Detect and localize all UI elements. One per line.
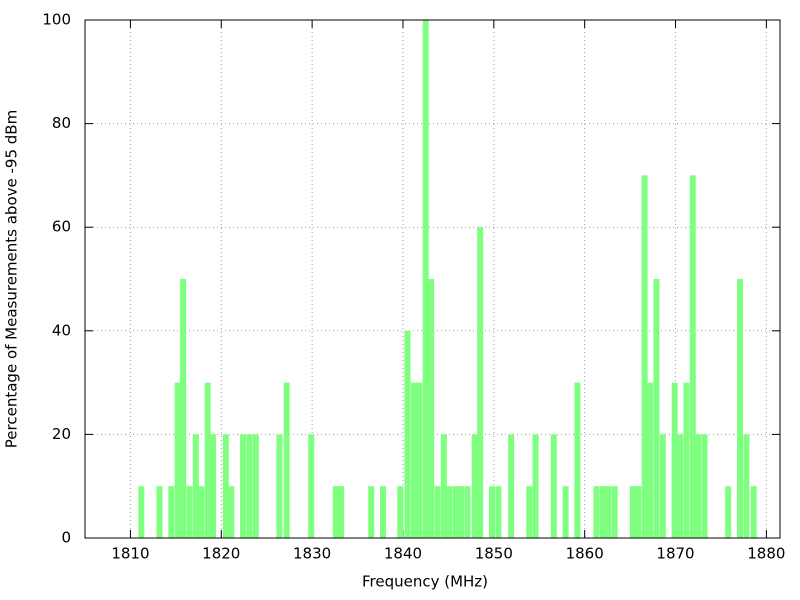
bar <box>659 434 666 538</box>
bar <box>647 382 654 538</box>
plot-frame <box>84 19 781 539</box>
x-tick-label: 1820 <box>202 545 240 563</box>
bar <box>428 279 435 538</box>
y-tick-label: 60 <box>52 218 71 236</box>
bar <box>210 434 217 538</box>
bar <box>422 20 429 538</box>
y-tick-label: 40 <box>52 321 71 339</box>
bar <box>550 434 557 538</box>
bar <box>574 382 581 538</box>
x-tick-label: 1850 <box>475 545 513 563</box>
bar <box>138 486 145 538</box>
bar <box>156 486 163 538</box>
x-tick-label: 1840 <box>384 545 422 563</box>
bar <box>695 434 702 538</box>
bar <box>174 382 181 538</box>
bar <box>635 486 642 538</box>
bar <box>440 434 447 538</box>
bar <box>240 434 247 538</box>
bar <box>246 434 253 538</box>
bar <box>452 486 459 538</box>
bar <box>689 175 696 538</box>
bar <box>677 434 684 538</box>
bar <box>599 486 606 538</box>
y-tick-label: 100 <box>42 11 71 29</box>
bar <box>379 486 386 538</box>
bar <box>458 486 465 538</box>
bar <box>629 486 636 538</box>
bar <box>701 434 708 538</box>
bar <box>477 227 484 538</box>
bar <box>204 382 211 538</box>
bar <box>743 434 750 538</box>
bar <box>222 434 229 538</box>
bar <box>283 382 290 538</box>
bar <box>489 486 496 538</box>
bar <box>228 486 235 538</box>
bar <box>338 486 345 538</box>
y-tick-label: 20 <box>52 425 71 443</box>
bar <box>526 486 533 538</box>
bar <box>276 434 283 538</box>
bar <box>434 486 441 538</box>
bar <box>593 486 600 538</box>
bar <box>737 279 744 538</box>
bar <box>180 279 187 538</box>
bar <box>495 486 502 538</box>
bar <box>186 486 193 538</box>
bar <box>464 486 471 538</box>
bar <box>416 382 423 538</box>
bar <box>308 434 315 538</box>
bar <box>252 434 259 538</box>
bar <box>641 175 648 538</box>
bar <box>508 434 515 538</box>
bar <box>446 486 453 538</box>
bar <box>192 434 199 538</box>
y-axis-label: Percentage of Measurements above -95 dBm <box>3 110 21 448</box>
x-tick-label: 1870 <box>656 545 694 563</box>
bar <box>611 486 618 538</box>
x-tick-label: 1880 <box>747 545 785 563</box>
bar <box>471 434 478 538</box>
bar <box>410 382 417 538</box>
x-axis-label: Frequency (MHz) <box>362 573 488 591</box>
x-tick-label: 1810 <box>111 545 149 563</box>
bar <box>653 279 660 538</box>
x-tick-label: 1860 <box>566 545 604 563</box>
bar <box>671 382 678 538</box>
bar <box>532 434 539 538</box>
bar <box>168 486 175 538</box>
bar <box>683 382 690 538</box>
x-tick-label: 1830 <box>293 545 331 563</box>
bar <box>368 486 375 538</box>
bar <box>332 486 339 538</box>
bar <box>750 486 757 538</box>
bar <box>605 486 612 538</box>
bar <box>404 330 411 538</box>
bar <box>725 486 732 538</box>
y-tick-label: 0 <box>61 529 71 547</box>
bar <box>198 486 205 538</box>
y-tick-label: 80 <box>52 114 71 132</box>
bar <box>562 486 569 538</box>
bar <box>397 486 404 538</box>
